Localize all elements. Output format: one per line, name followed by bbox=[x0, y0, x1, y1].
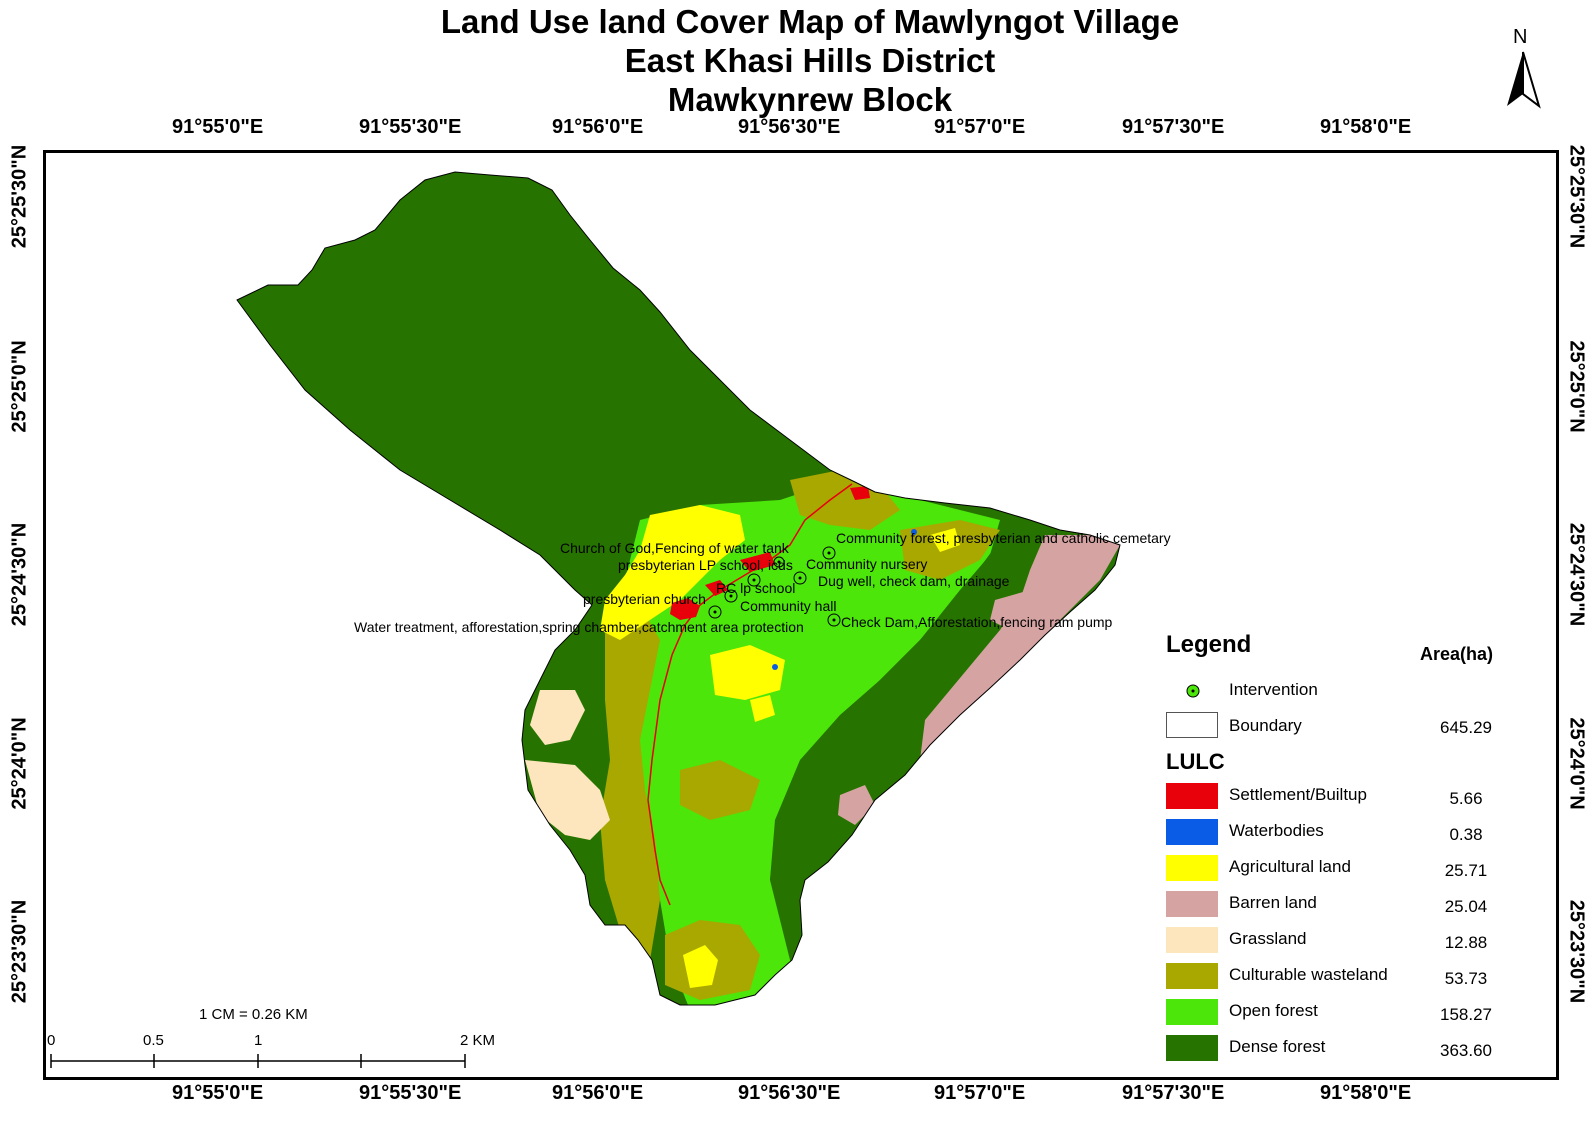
legend-boundary-swatch bbox=[1166, 712, 1218, 738]
legend-class-area: 5.66 bbox=[1449, 789, 1483, 808]
scale-tick-label: 1 bbox=[254, 1032, 263, 1049]
agricultural-land-area bbox=[750, 695, 775, 722]
intervention-label: Dug well, check dam, drainage bbox=[818, 573, 1010, 589]
north-arrow-icon bbox=[1507, 51, 1541, 109]
legend-swatch bbox=[1166, 1035, 1218, 1061]
legend-class-area: 12.88 bbox=[1444, 933, 1488, 952]
legend-swatch bbox=[1166, 927, 1218, 953]
settlement-area bbox=[705, 580, 728, 596]
intervention-point bbox=[708, 605, 722, 619]
intervention-point bbox=[822, 546, 836, 560]
legend-swatch bbox=[1166, 963, 1218, 989]
legend-class-label: Open forest bbox=[1229, 1001, 1318, 1020]
top-lon-label: 91°56'30"E bbox=[738, 116, 841, 138]
map-title-line-1: Land Use land Cover Map of Mawlyngot Vil… bbox=[440, 3, 1180, 40]
bottom-lon-label: 91°55'30"E bbox=[359, 1082, 462, 1104]
legend-class-label: Waterbodies bbox=[1229, 821, 1324, 840]
legend-class-area: 25.71 bbox=[1444, 861, 1488, 880]
scale-ratio: 1 CM = 0.26 KM bbox=[199, 1006, 308, 1023]
culturable-wasteland-area bbox=[600, 605, 660, 960]
top-lon-label: 91°55'0"E bbox=[172, 116, 264, 138]
settlement-area bbox=[850, 486, 870, 500]
settlement-area bbox=[740, 552, 775, 572]
intervention-point bbox=[793, 571, 807, 585]
north-label: N bbox=[1513, 26, 1528, 48]
legend-class-label: Dense forest bbox=[1229, 1037, 1326, 1056]
legend-class-area: 363.60 bbox=[1440, 1041, 1492, 1060]
bottom-lon-label: 91°55'0"E bbox=[172, 1082, 264, 1104]
scale-tick-label: 0 bbox=[47, 1032, 56, 1049]
top-lon-label: 91°55'30"E bbox=[359, 116, 462, 138]
top-lon-label: 91°56'0"E bbox=[552, 116, 644, 138]
bottom-lon-label: 91°56'30"E bbox=[738, 1082, 841, 1104]
intervention-label: RC lp school bbox=[716, 580, 795, 596]
road-line bbox=[647, 483, 853, 906]
scale-tick-label: 2 KM bbox=[460, 1032, 496, 1049]
intervention-point bbox=[747, 573, 761, 587]
bottom-lon-label: 91°56'0"E bbox=[552, 1082, 644, 1104]
legend-class-label: Agricultural land bbox=[1229, 857, 1351, 876]
top-lon-label: 91°57'0"E bbox=[934, 116, 1026, 138]
bottom-lon-label: 91°57'30"E bbox=[1122, 1082, 1225, 1104]
legend-class-area: 0.38 bbox=[1449, 825, 1483, 844]
legend-class-label: Settlement/Builtup bbox=[1229, 785, 1367, 804]
intervention-label: presbyterian LP school, icds bbox=[618, 557, 793, 573]
intervention-point bbox=[724, 589, 738, 603]
map-title-line-2: East Khasi Hills District bbox=[624, 42, 996, 79]
legend-class-label: Culturable wasteland bbox=[1229, 965, 1388, 984]
agricultural-land-area bbox=[683, 945, 718, 988]
legend-lulc-title: LULC bbox=[1166, 749, 1225, 774]
map-title-line-3: Mawkynrew Block bbox=[667, 81, 953, 118]
legend-class-label: Barren land bbox=[1229, 893, 1317, 912]
legend-title: Legend bbox=[1166, 631, 1252, 658]
barren-land-area bbox=[838, 785, 875, 825]
legend-boundary-area: 645.29 bbox=[1440, 718, 1492, 737]
legend-area-header: Area(ha) bbox=[1420, 644, 1494, 664]
barren-land-area bbox=[990, 590, 1040, 630]
legend-class-area: 158.27 bbox=[1440, 1005, 1492, 1024]
legend-swatch bbox=[1166, 783, 1218, 809]
legend-intervention-label: Intervention bbox=[1229, 680, 1318, 699]
map-frame bbox=[43, 150, 1559, 1080]
intervention-label: Water treatment, afforestation,spring ch… bbox=[354, 619, 804, 635]
north-arrow: N bbox=[1503, 26, 1543, 109]
legend-class-area: 53.73 bbox=[1444, 969, 1488, 988]
intervention-point bbox=[773, 556, 785, 568]
top-lon-label: 91°57'30"E bbox=[1122, 116, 1225, 138]
scale-tick-label: 0.5 bbox=[143, 1032, 164, 1049]
village-boundary bbox=[236, 171, 1121, 1006]
legend-swatch bbox=[1166, 891, 1218, 917]
agricultural-land-area bbox=[930, 528, 960, 552]
intervention-label: Community nursery bbox=[806, 556, 927, 572]
legend-swatch bbox=[1166, 855, 1218, 881]
intervention-symbol-icon bbox=[1186, 684, 1200, 698]
grassland-area bbox=[530, 690, 585, 745]
intervention-label: Community hall bbox=[740, 598, 836, 614]
culturable-wasteland-area bbox=[900, 520, 1000, 580]
waterbody-area bbox=[911, 529, 917, 535]
waterbody-area bbox=[772, 664, 778, 670]
legend-swatch bbox=[1166, 819, 1218, 845]
intervention-point bbox=[827, 613, 841, 627]
legend-class-label: Grassland bbox=[1229, 929, 1307, 948]
culturable-wasteland-area bbox=[680, 760, 760, 820]
agricultural-land-area bbox=[600, 505, 745, 640]
intervention-label: presbyterian church bbox=[583, 591, 706, 607]
intervention-label: Community forest, presbyterian and catho… bbox=[836, 530, 1171, 546]
agricultural-land-area bbox=[710, 645, 785, 700]
intervention-label: Check Dam,Afforestation,fencing ram pump bbox=[841, 614, 1113, 630]
legend-boundary-label: Boundary bbox=[1229, 716, 1302, 735]
legend-class-area: 25.04 bbox=[1444, 897, 1488, 916]
intervention-points bbox=[708, 546, 841, 627]
top-lon-label: 91°58'0"E bbox=[1320, 116, 1412, 138]
legend-swatch bbox=[1166, 999, 1218, 1025]
intervention-label: Church of God,Fencing of water tank bbox=[560, 540, 790, 556]
bottom-lon-label: 91°57'0"E bbox=[934, 1082, 1026, 1104]
scale-bar bbox=[50, 1054, 466, 1068]
bottom-lon-label: 91°58'0"E bbox=[1320, 1082, 1412, 1104]
